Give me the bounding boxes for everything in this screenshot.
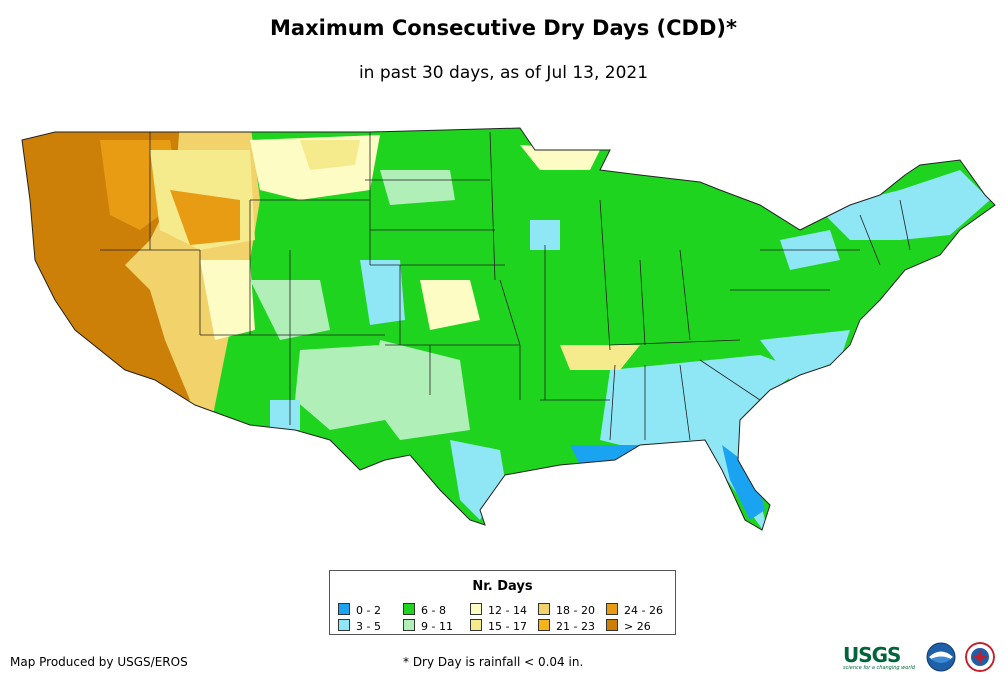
legend-item: 3 - 5 [338, 619, 381, 633]
swatch-6-8 [403, 603, 415, 615]
legend-title: Nr. Days [472, 579, 533, 594]
legend-label: 18 - 20 [556, 604, 595, 617]
legend-label: 21 - 23 [556, 620, 595, 633]
usgs-logo: USGS science for a changing world [843, 643, 915, 671]
legend-label: 6 - 8 [421, 604, 446, 617]
legend-label: > 26 [624, 620, 651, 633]
noaa-seal-icon [926, 642, 956, 672]
legend-item: 15 - 17 [470, 619, 527, 633]
legend-item: 9 - 11 [403, 619, 453, 633]
swatch-9-11 [403, 619, 415, 631]
legend-label: 24 - 26 [624, 604, 663, 617]
legend-label: 3 - 5 [356, 620, 381, 633]
map-title: Maximum Consecutive Dry Days (CDD)* [270, 16, 737, 40]
swatch-18-20 [538, 603, 550, 615]
state-boundaries [100, 131, 911, 441]
legend-label: 15 - 17 [488, 620, 527, 633]
legend-label: 12 - 14 [488, 604, 527, 617]
usgs-wordmark: USGS [843, 643, 901, 667]
swatch-21-23 [538, 619, 550, 631]
map-fill [22, 128, 995, 530]
legend: Nr. Days 0 - 2 3 - 5 6 - 8 9 - 11 12 - 1… [329, 570, 676, 635]
legend-item: > 26 [606, 619, 651, 633]
usgs-tagline: science for a changing world [843, 665, 915, 671]
legend-label: 9 - 11 [421, 620, 453, 633]
swatch-24-26 [606, 603, 618, 615]
producer-credit: Map Produced by USGS/EROS [10, 655, 188, 669]
legend-item: 0 - 2 [338, 603, 381, 617]
footnote: * Dry Day is rainfall < 0.04 in. [403, 655, 584, 669]
legend-item: 18 - 20 [538, 603, 595, 617]
legend-item: 21 - 23 [538, 619, 595, 633]
legend-item: 12 - 14 [470, 603, 527, 617]
legend-label: 0 - 2 [356, 604, 381, 617]
legend-item: 24 - 26 [606, 603, 663, 617]
map-subtitle: in past 30 days, as of Jul 13, 2021 [358, 63, 649, 83]
swatch-0-2 [338, 603, 350, 615]
swatch-12-14 [470, 603, 482, 615]
swatch-over-26 [606, 619, 618, 631]
swatch-3-5 [338, 619, 350, 631]
swatch-15-17 [470, 619, 482, 631]
legend-item: 6 - 8 [403, 603, 446, 617]
nws-seal-icon [965, 642, 995, 672]
